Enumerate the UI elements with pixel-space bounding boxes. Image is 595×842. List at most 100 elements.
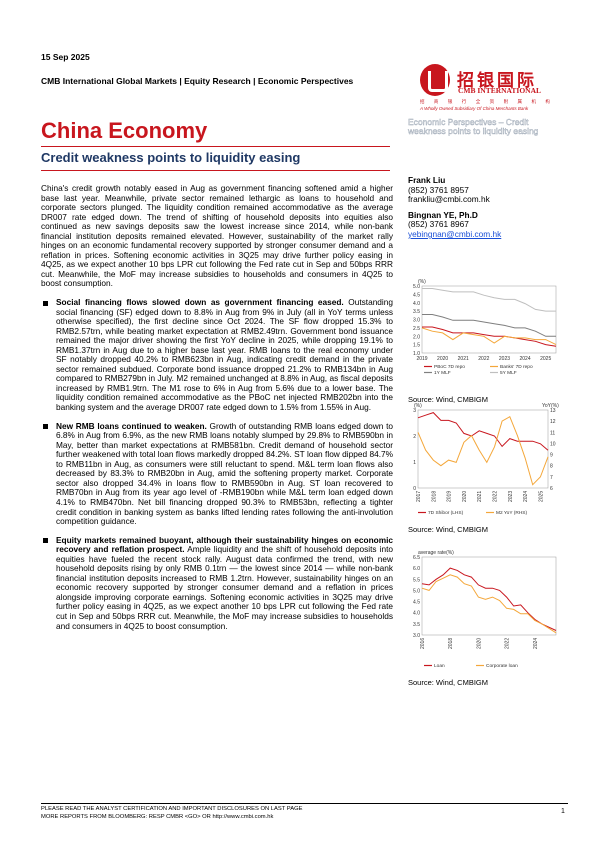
disclosure-notice: PLEASE READ THE ANALYST CERTIFICATION AN… xyxy=(41,806,303,812)
y-tick-label: 2 xyxy=(413,434,416,440)
y-tick-label-right: 13 xyxy=(550,408,556,414)
footer: PLEASE READ THE ANALYST CERTIFICATION AN… xyxy=(41,806,561,821)
legend-label: 1Y MLF xyxy=(434,370,451,376)
y-tick-label: 2.0 xyxy=(413,334,420,340)
x-tick-label: 2017 xyxy=(416,491,422,502)
chart-source: Source: Wind, CMBIGM xyxy=(408,525,489,534)
x-tick-label: 2021 xyxy=(477,491,483,502)
bloomberg-link[interactable]: MORE REPORTS FROM BLOOMBERG: RESP CMBR <… xyxy=(41,813,274,820)
y-tick-label: 6.0 xyxy=(413,566,420,572)
y-axis-label-right: YoY(%) xyxy=(542,403,559,409)
x-tick-label: 2022 xyxy=(478,356,489,362)
y-tick-label-right: 6 xyxy=(550,486,553,492)
bullet-social-financing: Social financing flows slowed down as go… xyxy=(41,297,393,413)
y-tick-label: 5.0 xyxy=(413,284,420,290)
series-line xyxy=(421,574,557,634)
legend-label: Loan xyxy=(434,663,445,669)
plot-frame xyxy=(421,556,557,636)
bullet-text: Outstanding social financing (SF) edged … xyxy=(56,297,393,413)
legend-label: Banks' 7D repo xyxy=(500,364,533,370)
cmbi-logo-icon xyxy=(420,64,450,96)
y-tick-label: 1.0 xyxy=(413,351,420,357)
x-tick-label: 2021 xyxy=(458,356,469,362)
y-tick-label: 4.5 xyxy=(413,600,420,606)
x-tick-label: 2024 xyxy=(523,491,529,502)
y-tick-label: 2.5 xyxy=(413,326,420,332)
title-divider xyxy=(41,146,390,147)
x-tick-label: 2025 xyxy=(540,356,551,362)
chart-source: Source: Wind, CMBIGM xyxy=(408,678,489,687)
y-tick-label: 4.0 xyxy=(413,611,420,617)
report-date: 15 Sep 2025 xyxy=(41,52,90,62)
x-tick-label: 2019 xyxy=(447,491,453,502)
y-tick-label-right: 8 xyxy=(550,464,553,470)
bullet-lead: New RMB loans continued to weaken. xyxy=(56,420,207,431)
y-tick-label-right: 7 xyxy=(550,475,553,481)
x-tick-label: 2020 xyxy=(462,491,468,502)
analyst-email[interactable]: frankliu@cmbi.com.hk xyxy=(408,194,490,205)
ghost-header-text: Economic Perspectives – Credit weakness … xyxy=(408,117,539,136)
x-tick-label: 2020 xyxy=(437,356,448,362)
bullet-text: Growth of outstanding RMB loans edged do… xyxy=(56,420,393,527)
x-tick-label: 2024 xyxy=(520,356,531,362)
series-line xyxy=(417,412,549,451)
x-tick-label: 2018 xyxy=(431,491,437,502)
analyst-name: Frank Liu xyxy=(408,175,446,185)
y-tick-label-right: 9 xyxy=(550,453,553,459)
policy-rates-chart-svg: 1.0 1.5 2.0 2.5 3.0 3.5 4.0 4.5 5.0(%) 2019 2020 20… xyxy=(413,279,557,376)
page-title: China Economy xyxy=(41,118,208,143)
x-tick-label: 2022 xyxy=(492,491,498,502)
series-line xyxy=(421,327,557,346)
footer-divider xyxy=(41,803,568,804)
department-line: CMB International Global Markets | Equit… xyxy=(41,76,354,86)
legend-label: PBoC 7D repo xyxy=(434,364,465,370)
y-tick-label: 1.5 xyxy=(413,343,420,349)
y-tick-label: 3 xyxy=(413,408,416,414)
analyst-phone: (852) 3761 8967 xyxy=(408,219,469,230)
y-tick-label: 3.5 xyxy=(413,622,420,628)
y-tick-label: 4.5 xyxy=(413,292,420,298)
analyst-email-link[interactable]: yebingnan@cmbi.com.hk xyxy=(408,228,502,239)
legend-label: Corporate loan xyxy=(486,663,518,669)
report-body: China's credit growth notably eased in A… xyxy=(41,183,394,640)
logo-subtitle: A Wholly Owned Subsidiary Of China Merch… xyxy=(420,106,529,111)
intro-paragraph: China's credit growth notably eased in A… xyxy=(41,183,393,289)
y-tick-label: 5.5 xyxy=(413,577,420,583)
y-tick-label: 3.5 xyxy=(413,309,420,315)
x-tick-label: 2024 xyxy=(533,638,539,649)
chart-source: Source: Wind, CMBIGM xyxy=(408,395,489,404)
subtitle-divider xyxy=(41,170,390,171)
plot-frame xyxy=(421,285,557,354)
logo-chinese-sub: 招 商 银 行 全 资 附 属 机 构 xyxy=(420,100,554,105)
x-tick-label: 2019 xyxy=(416,356,427,362)
series-line xyxy=(417,415,549,486)
cmbi-logo: 招银国际 CMB INTERNATIONAL 招 商 银 行 全 资 附 属 机… xyxy=(420,64,570,122)
y-tick-label: 3.0 xyxy=(413,318,420,324)
y-tick-label: 1 xyxy=(413,460,416,466)
y-tick-label: 0 xyxy=(413,486,416,492)
series-line xyxy=(422,326,557,347)
legend-label: M2 YoY (RHS) xyxy=(496,510,528,516)
y-tick-label: 6.5 xyxy=(413,555,420,561)
bullet-lead: Equity markets remained buoyant, althoug… xyxy=(56,534,393,555)
logo-english: CMB INTERNATIONAL xyxy=(458,86,541,95)
key-points-list: Social financing flows slowed down as go… xyxy=(41,297,394,631)
bullet-equity-markets: Equity markets remained buoyant, althoug… xyxy=(41,534,394,631)
y-tick-label: 5.0 xyxy=(413,588,420,594)
x-tick-label: 2018 xyxy=(448,638,454,649)
bullet-text: Ample liquidity and the shift of househo… xyxy=(56,544,394,631)
logo-chinese: 招银国际 xyxy=(457,71,537,91)
x-tick-label: 2020 xyxy=(476,638,482,649)
analyst-phone: (852) 3761 8957 xyxy=(408,184,469,195)
y-axis-label: (%) xyxy=(414,403,422,409)
y-tick-label-right: 11 xyxy=(550,430,555,436)
x-tick-label: 2023 xyxy=(508,491,514,502)
legend-label: 5Y MLF xyxy=(500,370,517,376)
policy-rates-chart: 1.0 1.5 2.0 2.5 3.0 3.5 4.0 4.5 5.0 (%) 2019 2020 20… xyxy=(408,278,568,404)
series-line xyxy=(421,567,557,631)
bullet-rmb-loans: New RMB loans continued to weaken. Growt… xyxy=(41,420,393,527)
plot-frame xyxy=(417,409,549,489)
page-subtitle: Credit weakness points to liquidity easi… xyxy=(41,150,301,165)
